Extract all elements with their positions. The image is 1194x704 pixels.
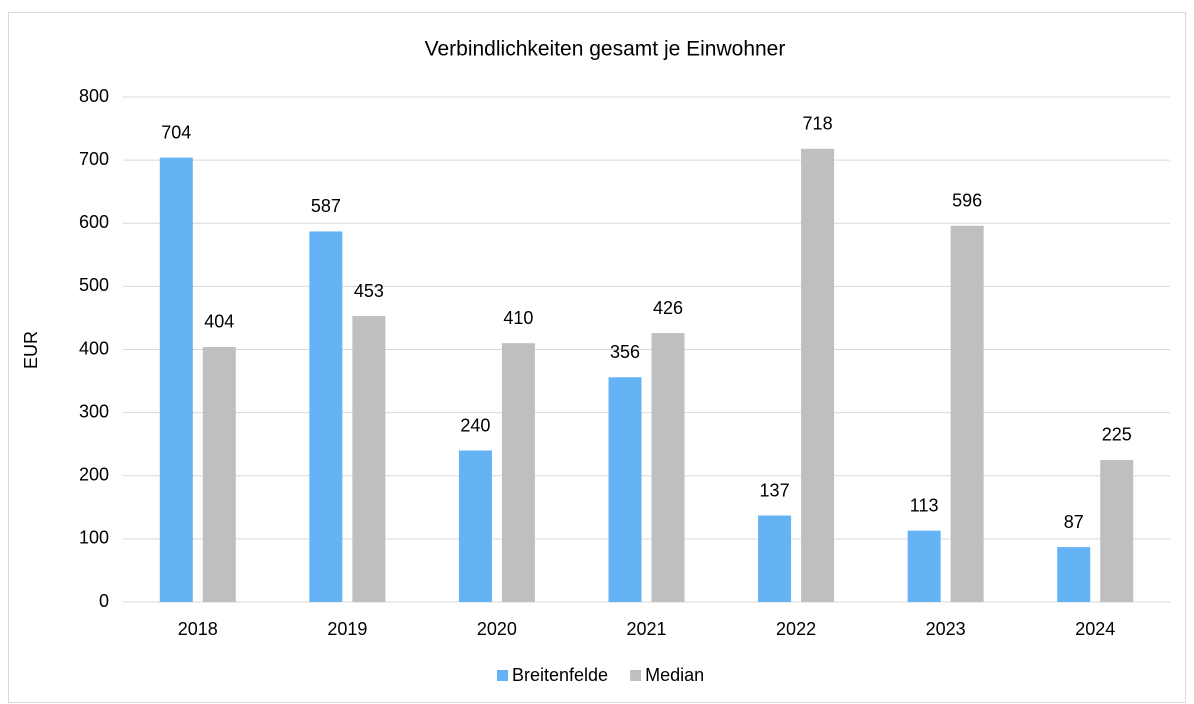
bar	[458, 450, 492, 602]
data-label: 356	[610, 342, 640, 362]
chart-title: Verbindlichkeiten gesamt je Einwohner	[425, 38, 786, 61]
y-axis-label: EUR	[21, 331, 41, 369]
bar	[159, 157, 193, 602]
data-label: 718	[803, 114, 833, 134]
x-tick-label: 2022	[776, 619, 816, 639]
y-tick-label: 400	[79, 338, 109, 358]
data-label: 404	[204, 312, 234, 332]
bar	[651, 333, 685, 602]
x-tick-label: 2024	[1075, 619, 1115, 639]
bar	[907, 530, 941, 602]
y-tick-label: 800	[79, 86, 109, 106]
bar	[758, 515, 792, 602]
y-tick-label: 700	[79, 149, 109, 169]
data-label: 410	[503, 308, 533, 328]
x-tick-label: 2018	[178, 619, 218, 639]
x-tick-label: 2021	[626, 619, 666, 639]
data-label: 704	[161, 122, 191, 142]
data-label: 137	[760, 480, 790, 500]
y-tick-label: 600	[79, 212, 109, 232]
bar	[608, 377, 642, 602]
y-tick-label: 300	[79, 401, 109, 421]
bar	[352, 316, 386, 602]
legend-swatch	[630, 670, 642, 681]
y-tick-label: 500	[79, 275, 109, 295]
y-tick-label: 200	[79, 465, 109, 485]
data-label: 587	[311, 196, 341, 216]
bar	[1100, 459, 1134, 602]
x-tick-label: 2023	[926, 619, 966, 639]
data-label: 113	[910, 495, 939, 515]
x-tick-label: 2020	[477, 619, 517, 639]
data-label: 225	[1102, 425, 1132, 445]
data-label: 240	[460, 415, 490, 435]
bar	[202, 346, 236, 602]
bar	[1057, 547, 1091, 602]
bar	[501, 343, 535, 602]
legend-swatch	[497, 670, 508, 681]
data-label: 596	[952, 191, 982, 211]
data-label: 426	[653, 298, 683, 318]
data-label: 87	[1064, 512, 1084, 532]
legend-label: Breitenfelde	[512, 665, 608, 685]
data-label: 453	[354, 281, 384, 301]
y-tick-label: 0	[99, 591, 109, 611]
y-tick-label: 100	[79, 528, 109, 548]
bar	[950, 225, 984, 602]
bar	[309, 231, 343, 603]
x-tick-label: 2019	[327, 619, 367, 639]
legend-label: Median	[645, 665, 704, 685]
bar	[801, 148, 835, 602]
